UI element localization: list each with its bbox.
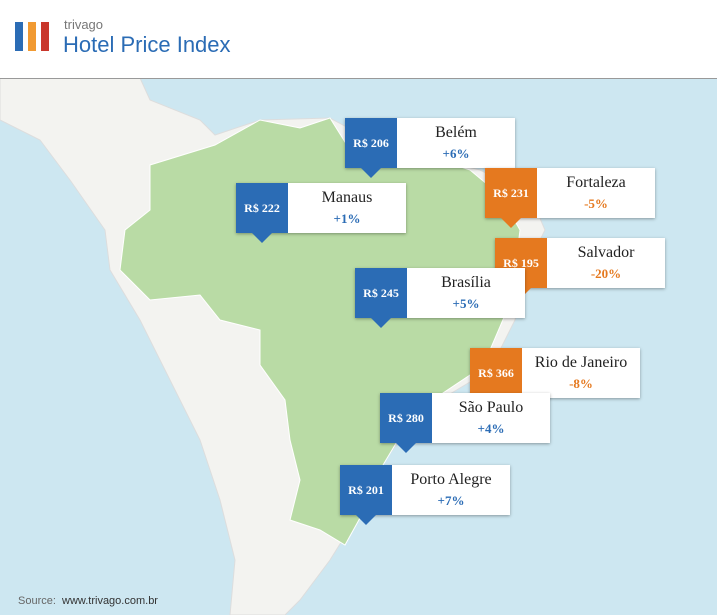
price: R$ 206 [345, 118, 397, 178]
city-card: R$ 201 Porto Alegre +7% [340, 465, 510, 525]
logo-bar [28, 22, 36, 51]
change: +5% [452, 296, 480, 311]
change: +4% [477, 421, 505, 436]
city-info: Manaus +1% [288, 183, 406, 233]
price: R$ 222 [236, 183, 288, 243]
title: Hotel Price Index [63, 32, 231, 57]
city-name: São Paulo [458, 399, 524, 416]
change: -5% [584, 196, 608, 211]
change: -20% [590, 266, 622, 281]
change: -8% [569, 376, 593, 391]
header-bg [0, 0, 717, 78]
city-name: Salvador [577, 244, 635, 261]
city-card: R$ 280 São Paulo +4% [380, 393, 550, 453]
price: R$ 280 [380, 393, 432, 453]
change: +7% [437, 493, 465, 508]
city-name: Fortaleza [566, 174, 626, 191]
city-info: Porto Alegre +7% [392, 465, 510, 515]
city-card: R$ 222 Manaus +1% [236, 183, 406, 243]
city-info: Salvador -20% [547, 238, 665, 288]
city-card: R$ 206 Belém +6% [345, 118, 515, 178]
city-name: Brasília [441, 274, 491, 291]
city-name: Belém [435, 124, 477, 141]
city-name: Porto Alegre [410, 471, 492, 488]
logo-bar [41, 22, 49, 51]
city-info: Rio de Janeiro -8% [522, 348, 640, 398]
city-info: São Paulo +4% [432, 393, 550, 443]
price: R$ 245 [355, 268, 407, 328]
city-info: Fortaleza -5% [537, 168, 655, 218]
change: +6% [442, 146, 470, 161]
city-info: Brasília +5% [407, 268, 525, 318]
price: R$ 366 [470, 348, 522, 408]
logo-bar [15, 22, 23, 51]
change: +1% [333, 211, 361, 226]
price: R$ 201 [340, 465, 392, 525]
source-label: Source: [18, 595, 56, 607]
price: R$ 231 [485, 168, 537, 228]
brand: trivago [64, 17, 103, 32]
city-name: Manaus [321, 189, 373, 206]
city-info: Belém +6% [397, 118, 515, 168]
city-card: R$ 366 Rio de Janeiro -8% [470, 348, 640, 408]
city-name: Rio de Janeiro [534, 354, 628, 371]
city-card: R$ 231 Fortaleza -5% [485, 168, 655, 228]
source-url: www.trivago.com.br [61, 595, 158, 607]
city-card: R$ 245 Brasília +5% [355, 268, 525, 328]
